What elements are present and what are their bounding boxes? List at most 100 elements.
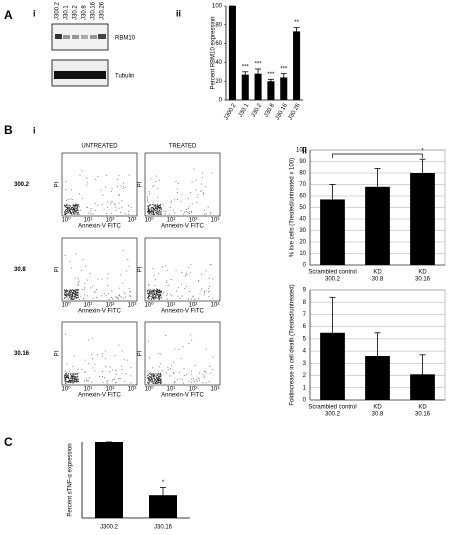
event-dot: [75, 253, 77, 255]
event-dot: [66, 291, 68, 292]
event-dot: [147, 205, 149, 207]
lane-label: J30.16: [91, 1, 97, 20]
event-dot: [170, 279, 172, 280]
event-dot: [149, 291, 151, 293]
event-dot: [160, 293, 161, 295]
event-dot: [180, 358, 182, 359]
event-dot: [198, 379, 200, 381]
event-dot: [155, 297, 157, 299]
event-dot: [77, 205, 79, 207]
event-dot: [86, 182, 88, 184]
event-dot: [154, 297, 156, 298]
event-dot: [71, 375, 73, 377]
event-dot: [167, 369, 169, 370]
event-dot: [91, 381, 93, 383]
event-dot: [155, 204, 157, 206]
event-dot: [204, 213, 206, 215]
event-dot: [76, 373, 78, 375]
column-header: UNTREATED: [81, 144, 118, 150]
event-dot: [76, 292, 78, 294]
event-dot: [83, 289, 85, 291]
event-dot: [159, 213, 161, 215]
event-dot: [101, 356, 103, 358]
event-dot: [148, 380, 150, 382]
event-dot: [85, 379, 87, 381]
event-dot: [74, 377, 76, 379]
event-dot: [75, 380, 77, 382]
event-dot: [70, 208, 72, 209]
event-dot: [103, 208, 105, 210]
event-dot: [74, 205, 76, 207]
event-dot: [169, 293, 171, 295]
event-dot: [153, 292, 155, 294]
event-dot: [208, 380, 210, 382]
event-dot: [193, 168, 195, 170]
event-dot: [78, 298, 80, 300]
event-dot: [189, 290, 191, 292]
event-dot: [111, 201, 113, 203]
flow-x-label: Annexin-V FITC: [78, 309, 121, 315]
event-dot: [67, 206, 69, 208]
event-dot: [76, 207, 78, 209]
event-dot: [153, 205, 155, 207]
event-dot: [196, 196, 198, 198]
x-tick-label: J30.26: [287, 102, 302, 121]
event-dot: [211, 297, 213, 299]
event-dot: [200, 190, 201, 192]
event-dot: [152, 374, 154, 375]
event-dot: [90, 287, 92, 289]
event-dot: [147, 208, 149, 210]
event-dot: [72, 205, 74, 207]
event-dot: [152, 380, 154, 382]
event-dot: [147, 290, 149, 292]
event-dot: [72, 204, 74, 206]
event-dot: [178, 349, 180, 351]
event-dot: [74, 212, 76, 214]
event-dot: [154, 292, 156, 294]
flow-tick: 10¹: [84, 218, 93, 224]
event-dot: [207, 291, 209, 293]
event-dot: [92, 337, 94, 339]
event-dot: [155, 295, 157, 297]
event-dot: [66, 375, 68, 377]
y-tick-label: 0: [219, 98, 223, 104]
event-dot: [66, 207, 68, 209]
event-dot: [68, 376, 69, 378]
event-dot: [74, 381, 76, 383]
annotation: **: [294, 20, 299, 26]
event-dot: [69, 374, 71, 376]
event-dot: [186, 374, 187, 376]
event-dot: [77, 290, 79, 292]
event-dot: [64, 211, 66, 213]
event-dot: [75, 379, 77, 381]
event-dot: [65, 292, 67, 293]
event-dot: [69, 379, 71, 381]
event-dot: [106, 174, 107, 176]
event-dot: [154, 376, 156, 377]
flow-tick: 10²: [106, 387, 115, 393]
event-dot: [150, 293, 151, 295]
x-tick-label: 30.8: [372, 277, 384, 283]
event-dot: [188, 298, 190, 300]
event-dot: [153, 291, 155, 293]
x-tick-label: Scrambled control: [308, 405, 356, 411]
event-dot: [198, 280, 200, 282]
event-dot: [148, 382, 150, 384]
event-dot: [147, 381, 148, 383]
event-dot: [71, 207, 72, 209]
event-dot: [156, 291, 158, 293]
event-dot: [177, 295, 179, 297]
event-dot: [170, 202, 172, 204]
event-dot: [70, 294, 72, 296]
event-dot: [86, 380, 88, 382]
event-dot: [69, 209, 71, 211]
event-dot: [119, 295, 121, 297]
event-dot: [65, 294, 67, 296]
band: [90, 35, 97, 39]
event-dot: [112, 298, 113, 300]
bar: [365, 186, 390, 265]
y-tick-label: 10: [299, 251, 306, 257]
x-tick-label: 300.2: [325, 412, 341, 418]
flow-y-label: PI: [138, 266, 144, 272]
event-dot: [76, 294, 78, 296]
